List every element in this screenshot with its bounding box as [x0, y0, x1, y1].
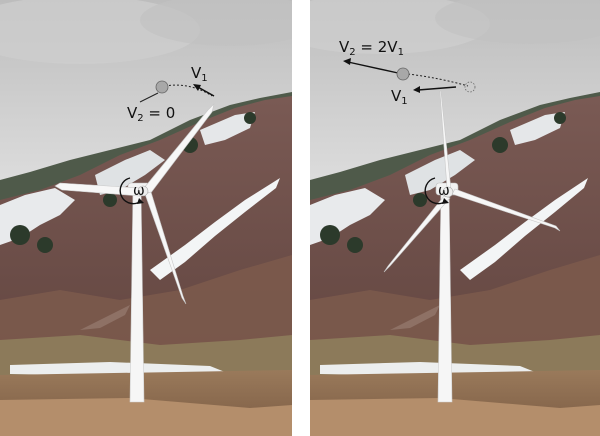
cloud: [435, 0, 600, 44]
velocity-arrowhead: [343, 58, 351, 65]
turbine-hub: [137, 185, 149, 197]
ball-icon: [155, 80, 169, 94]
trees: [10, 225, 30, 245]
turbine-blade: [383, 195, 451, 273]
curved-rotation-arrow-icon: [119, 177, 142, 205]
snow-patch: [95, 150, 165, 195]
dirt-road: [310, 398, 600, 436]
left-panel: V1 V2 = 0 ω: [0, 0, 292, 436]
snow-patch: [200, 112, 255, 145]
trees: [103, 193, 117, 207]
label-leader-line: [139, 92, 159, 103]
trees: [347, 237, 363, 253]
v1-label: V1: [391, 87, 408, 107]
ball-ghost-icon: [464, 81, 476, 93]
left-scene: [0, 0, 292, 436]
right-scene: [310, 0, 600, 436]
ball-path: [164, 84, 213, 97]
omega-label: ω: [438, 183, 450, 199]
velocity-arrow-icon: [347, 61, 399, 74]
trees: [320, 225, 340, 245]
trees: [492, 137, 508, 153]
snow-streak: [460, 178, 588, 280]
trees: [413, 193, 427, 207]
snow-streak: [150, 178, 280, 280]
velocity-arrowhead: [193, 84, 201, 91]
trees: [37, 237, 53, 253]
ball-path: [407, 73, 469, 87]
omega-label: ω: [133, 183, 145, 199]
ball-icon: [396, 67, 410, 81]
turbine-blade: [144, 191, 187, 305]
rotation-arrowhead: [137, 198, 144, 204]
v2-label: V2 = 2V1: [339, 38, 404, 58]
dirt-road: [0, 398, 292, 436]
v2-label: V2 = 0: [127, 104, 176, 124]
velocity-arrowhead: [413, 86, 420, 93]
trees: [554, 112, 566, 124]
trees: [244, 112, 256, 124]
cloud: [140, 0, 292, 46]
snow-patch: [405, 150, 475, 195]
velocity-arrow-icon: [417, 86, 457, 91]
turbine-hub: [442, 186, 454, 198]
rotation-arrowhead: [442, 198, 449, 204]
curved-rotation-arrow-icon: [424, 177, 447, 205]
snow-patch: [510, 112, 565, 145]
right-panel: V2 = 2V1 V1 ω: [310, 0, 600, 436]
v1-label: V1: [191, 64, 208, 84]
turbine-blade: [451, 188, 561, 232]
